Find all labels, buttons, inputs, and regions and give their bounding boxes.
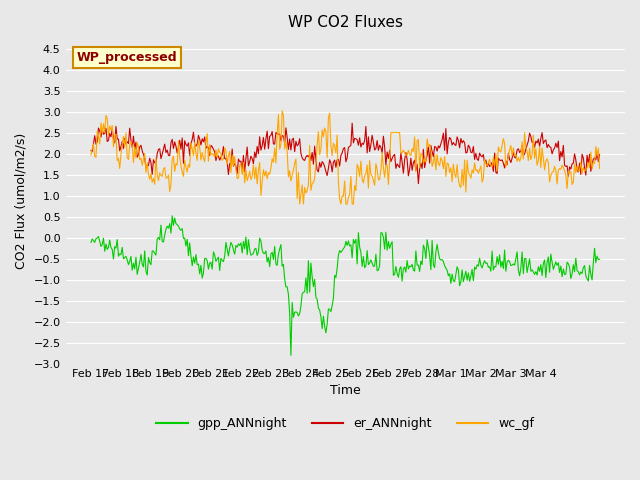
X-axis label: Time: Time — [330, 384, 361, 397]
Y-axis label: CO2 Flux (umol/m2/s): CO2 Flux (umol/m2/s) — [15, 133, 28, 269]
Line: gpp_ANNnight: gpp_ANNnight — [91, 216, 600, 355]
Line: wc_gf: wc_gf — [91, 111, 600, 204]
Line: er_ANNnight: er_ANNnight — [91, 123, 600, 184]
Title: WP CO2 Fluxes: WP CO2 Fluxes — [288, 15, 403, 30]
Legend: gpp_ANNnight, er_ANNnight, wc_gf: gpp_ANNnight, er_ANNnight, wc_gf — [152, 412, 539, 435]
Text: WP_processed: WP_processed — [77, 51, 177, 64]
